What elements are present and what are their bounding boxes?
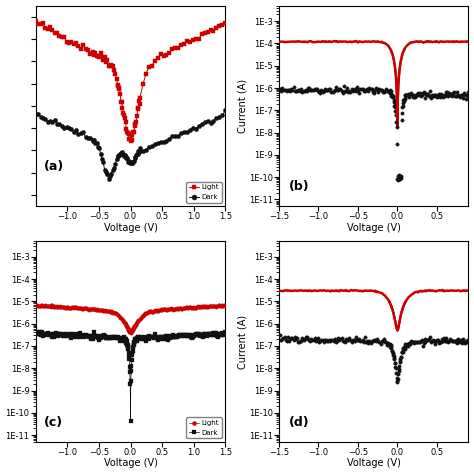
Dark: [86, 334, 91, 340]
Dark: [126, 353, 132, 358]
Light: [219, 22, 225, 28]
Light: [161, 307, 166, 312]
X-axis label: Voltage (V): Voltage (V): [104, 458, 157, 468]
Line: Dark: Dark: [34, 109, 228, 181]
Light: [33, 18, 39, 24]
Dark: [188, 334, 194, 340]
Y-axis label: Current (A): Current (A): [237, 314, 247, 369]
Y-axis label: Current (A): Current (A): [237, 79, 247, 133]
Dark: [116, 152, 121, 158]
Line: Light: Light: [34, 303, 227, 335]
Dark: [216, 331, 221, 337]
Dark: [106, 176, 111, 182]
Light: [115, 82, 121, 88]
Light: [33, 302, 39, 308]
Dark: [143, 147, 149, 153]
Dark: [36, 111, 41, 117]
Light: [128, 330, 133, 336]
Dark: [66, 125, 72, 131]
Legend: Light, Dark: Light, Dark: [186, 417, 222, 438]
Text: (c): (c): [44, 416, 63, 429]
Light: [188, 304, 193, 310]
Dark: [33, 329, 39, 335]
Light: [221, 302, 227, 308]
Light: [140, 82, 146, 87]
Dark: [33, 111, 39, 117]
Text: (b): (b): [289, 180, 309, 193]
Dark: [140, 148, 146, 154]
Light: [126, 327, 132, 332]
Light: [215, 303, 221, 309]
Line: Dark: Dark: [34, 330, 227, 422]
Dark: [42, 332, 47, 338]
Light: [222, 302, 228, 308]
X-axis label: Voltage (V): Voltage (V): [347, 458, 401, 468]
Dark: [128, 418, 133, 423]
Text: (a): (a): [44, 160, 64, 173]
Light: [143, 71, 149, 77]
Light: [41, 303, 47, 309]
Light: [128, 138, 134, 144]
X-axis label: Voltage (V): Voltage (V): [347, 223, 401, 233]
X-axis label: Voltage (V): Voltage (V): [104, 223, 157, 233]
Dark: [162, 335, 167, 340]
Light: [66, 40, 72, 46]
Light: [85, 306, 91, 312]
Dark: [222, 329, 228, 335]
Dark: [219, 113, 225, 118]
Dark: [222, 108, 228, 113]
Dark: [40, 329, 46, 335]
Line: Light: Light: [34, 19, 228, 143]
Text: (d): (d): [289, 416, 309, 429]
Light: [222, 20, 228, 26]
Legend: Light, Dark: Light, Dark: [186, 182, 222, 203]
Light: [36, 21, 41, 27]
